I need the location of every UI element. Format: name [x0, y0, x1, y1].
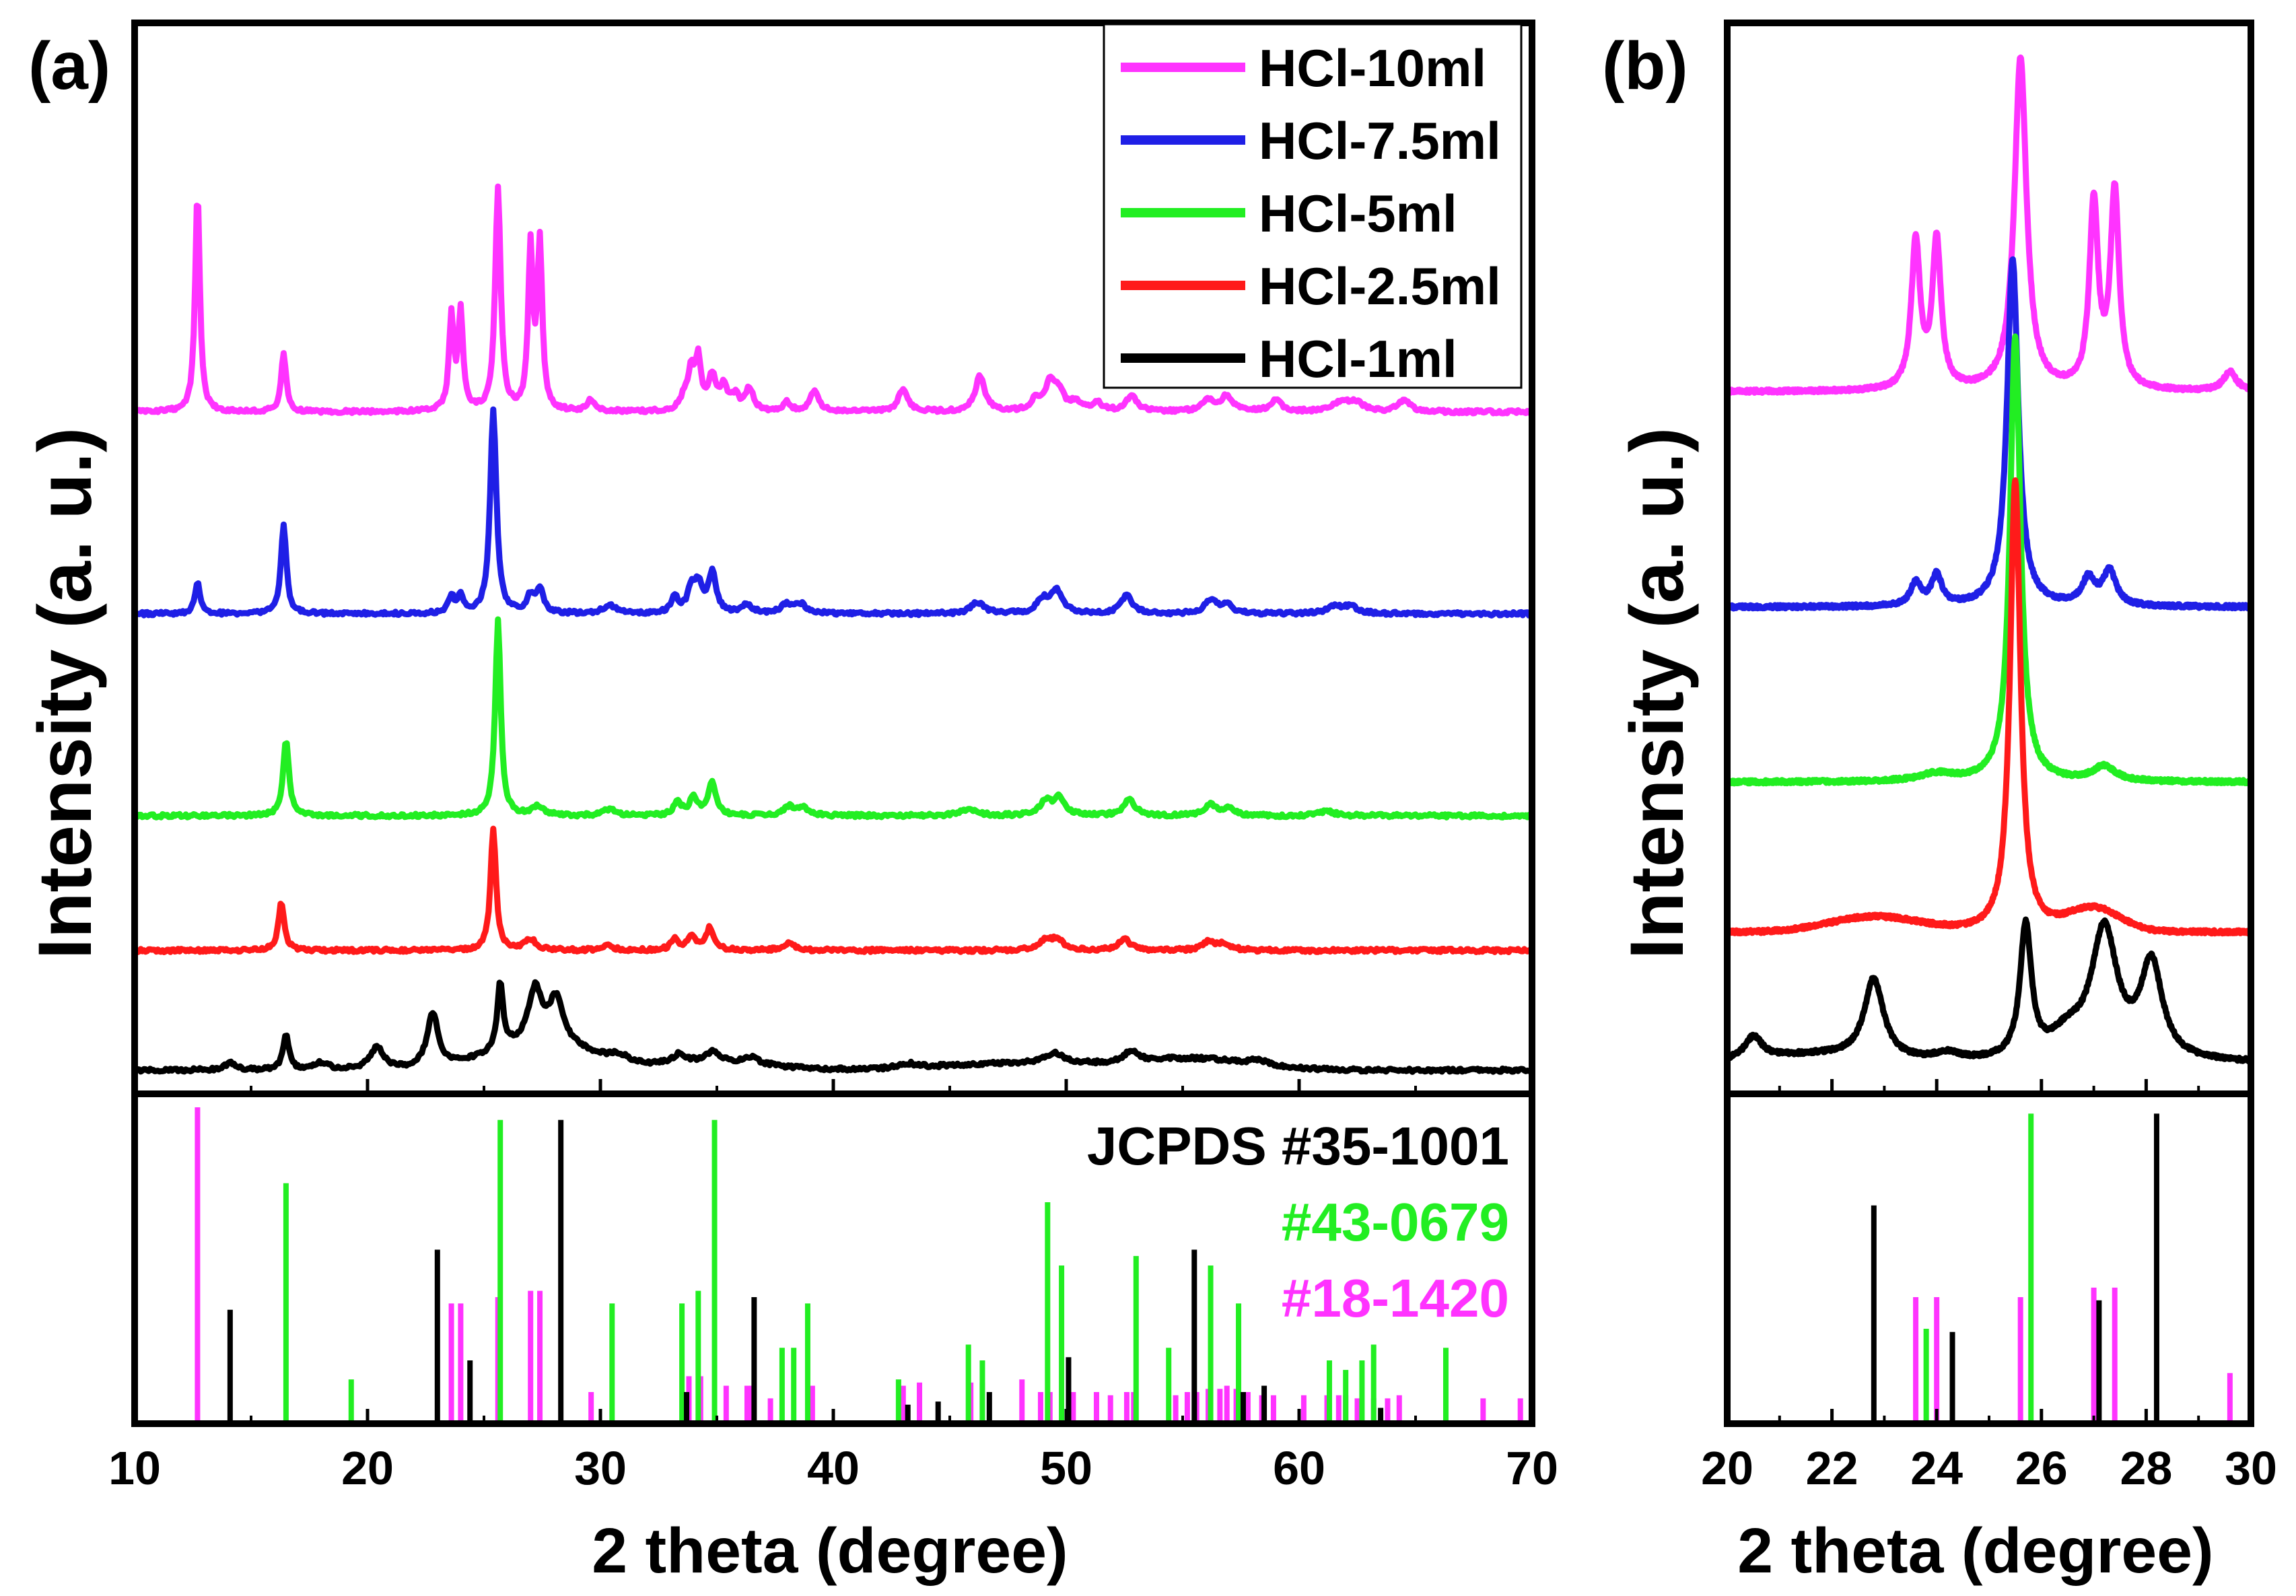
series-line-hcl-10ml — [133, 183, 1534, 417]
x-tick-label: 50 — [1040, 1442, 1092, 1494]
x-tick-label: 30 — [2225, 1442, 2277, 1494]
legend: HCl-10ml HCl-7.5ml HCl-5ml HCl-2.5ml HCl-1ml — [1103, 23, 1523, 389]
panel-a-xlabel: 2 theta (degree) — [592, 1515, 1068, 1587]
series-line-hcl-5ml — [133, 616, 1534, 821]
x-tick-label: 30 — [574, 1442, 627, 1494]
ref-label-43-0679: #43-0679 — [1282, 1192, 1509, 1252]
x-tick-label: 24 — [1910, 1442, 1963, 1494]
legend-box — [1103, 23, 1523, 389]
panel-a-ylabel: Intensity (a. u.) — [23, 427, 107, 959]
series-line-hcl-1ml — [1725, 916, 2254, 1065]
ref-label-35-1001: JCPDS #35-1001 — [1087, 1116, 1509, 1176]
legend-label-hcl-5ml: HCl-5ml — [1259, 184, 1457, 243]
series-line-hcl-2-5ml — [133, 825, 1534, 955]
legend-label-hcl-1ml: HCl-1ml — [1259, 329, 1457, 388]
series-line-hcl-5ml — [1724, 333, 2254, 787]
panel-b-xlabel: 2 theta (degree) — [1737, 1515, 2213, 1587]
legend-label-hcl-7-5ml: HCl-7.5ml — [1259, 111, 1501, 170]
panel-a: (a) Intensity (a. u.) 2 theta (degree) 1… — [23, 20, 1558, 1587]
reference-labels: JCPDS #35-1001 #43-0679 #18-1420 — [1087, 1116, 1509, 1328]
x-tick-label: 70 — [1506, 1442, 1558, 1494]
panel-b-ylabel: Intensity (a. u.) — [1615, 427, 1699, 959]
x-tick-label: 10 — [108, 1442, 161, 1494]
x-tick-label: 20 — [1701, 1442, 1753, 1494]
series-line-hcl-1ml — [133, 979, 1534, 1075]
series-line-hcl-7-5ml — [133, 406, 1534, 619]
x-tick-label: 40 — [807, 1442, 860, 1494]
plot-frame-lower — [1724, 1090, 2254, 1427]
series-line-hcl-2-5ml — [1725, 477, 2254, 937]
plot-frame-lower — [131, 1090, 1535, 1427]
legend-label-hcl-10ml: HCl-10ml — [1259, 38, 1486, 98]
ref-label-18-1420: #18-1420 — [1282, 1268, 1509, 1328]
panel-b-label: (b) — [1602, 28, 1688, 104]
x-tick-label: 60 — [1273, 1442, 1325, 1494]
series-line-hcl-10ml — [1725, 54, 2254, 396]
x-tick-label: 26 — [2015, 1442, 2068, 1494]
panel-a-label: (a) — [28, 28, 110, 104]
x-tick-label: 22 — [1806, 1442, 1858, 1494]
series-line-hcl-7-5ml — [1725, 256, 2254, 612]
x-tick-label: 28 — [2120, 1442, 2172, 1494]
panel-b: (b) Intensity (a. u.) 2 theta (degree) 2… — [1602, 20, 2277, 1587]
x-tick-label: 20 — [341, 1442, 394, 1494]
legend-label-hcl-2-5ml: HCl-2.5ml — [1259, 256, 1501, 316]
